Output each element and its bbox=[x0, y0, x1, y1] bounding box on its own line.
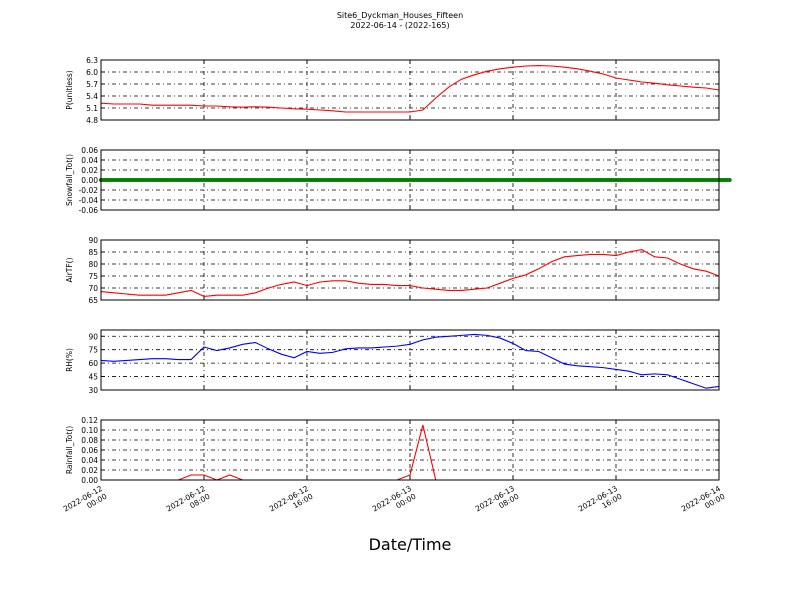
y-tick-label: 0.08 bbox=[81, 436, 98, 445]
y-tick-label: 6.3 bbox=[86, 56, 98, 65]
y-tick-label: 0.00 bbox=[81, 476, 98, 485]
x-axis-label: Date/Time bbox=[369, 535, 452, 554]
data-line bbox=[100, 333, 720, 389]
data-line bbox=[100, 65, 720, 113]
y-tick-label: 0.04 bbox=[81, 156, 98, 165]
axes-frame bbox=[100, 419, 720, 481]
data-point bbox=[727, 178, 732, 182]
y-tick-label: 75 bbox=[88, 272, 98, 281]
y-tick-label: 0.02 bbox=[81, 466, 98, 475]
y-tick-label: 30 bbox=[88, 386, 98, 395]
axes-frame bbox=[100, 59, 720, 121]
y-tick-label: 5.7 bbox=[86, 80, 98, 89]
data-line bbox=[100, 249, 720, 297]
x-tick-label: 2022-06-1200:00 bbox=[62, 484, 109, 521]
y-tick-label: 65 bbox=[88, 296, 98, 305]
x-tick-label: 2022-06-1308:00 bbox=[474, 484, 521, 521]
y-tick-label: 0.02 bbox=[81, 166, 98, 175]
axes-frame bbox=[100, 239, 720, 301]
y-tick-label: 90 bbox=[88, 236, 98, 245]
y-tick-label: 0.10 bbox=[81, 426, 98, 435]
y-tick-label: 6.0 bbox=[86, 68, 98, 77]
y-tick-label: 5.1 bbox=[86, 104, 98, 113]
y-tick-label: 60 bbox=[88, 359, 98, 368]
y-tick-label: -0.06 bbox=[79, 206, 99, 215]
y-tick-label: 0.06 bbox=[81, 146, 98, 155]
y-tick-label: 0.06 bbox=[81, 446, 98, 455]
y-tick-label: 85 bbox=[88, 248, 98, 257]
axes-frame bbox=[100, 149, 720, 211]
y-axis-label: Rainfall_Tot() bbox=[65, 426, 74, 474]
y-tick-label: 0.12 bbox=[81, 416, 98, 425]
y-tick-label: 0.00 bbox=[81, 176, 98, 185]
y-tick-label: -0.02 bbox=[79, 186, 99, 195]
y-tick-label: 75 bbox=[88, 346, 98, 355]
y-tick-label: 45 bbox=[88, 373, 98, 382]
y-tick-label: 70 bbox=[88, 284, 98, 293]
y-tick-label: 5.4 bbox=[86, 92, 98, 101]
x-tick-label: 2022-06-1300:00 bbox=[371, 484, 418, 521]
y-axis-label: AirTF() bbox=[65, 257, 74, 282]
y-tick-label: 4.8 bbox=[86, 116, 98, 125]
y-axis-label: Snowfall_Tot() bbox=[65, 154, 74, 206]
y-tick-label: -0.04 bbox=[79, 196, 99, 205]
title: Site6_Dyckman_Houses_Fifteen bbox=[337, 11, 463, 20]
x-tick-label: 2022-06-1316:00 bbox=[577, 484, 624, 521]
x-tick-label: 2022-06-1400:00 bbox=[680, 484, 727, 521]
y-tick-label: 90 bbox=[88, 332, 98, 341]
y-tick-label: 80 bbox=[88, 260, 98, 269]
axes-frame bbox=[100, 329, 720, 391]
subtitle: 2022-06-14 - (2022-165) bbox=[350, 21, 449, 30]
x-tick-label: 2022-06-1208:00 bbox=[165, 484, 212, 521]
y-axis-label: P(unitless) bbox=[65, 70, 74, 109]
y-tick-label: 0.04 bbox=[81, 456, 98, 465]
x-tick-label: 2022-06-1216:00 bbox=[268, 484, 315, 521]
y-axis-label: RH(%) bbox=[65, 348, 74, 372]
